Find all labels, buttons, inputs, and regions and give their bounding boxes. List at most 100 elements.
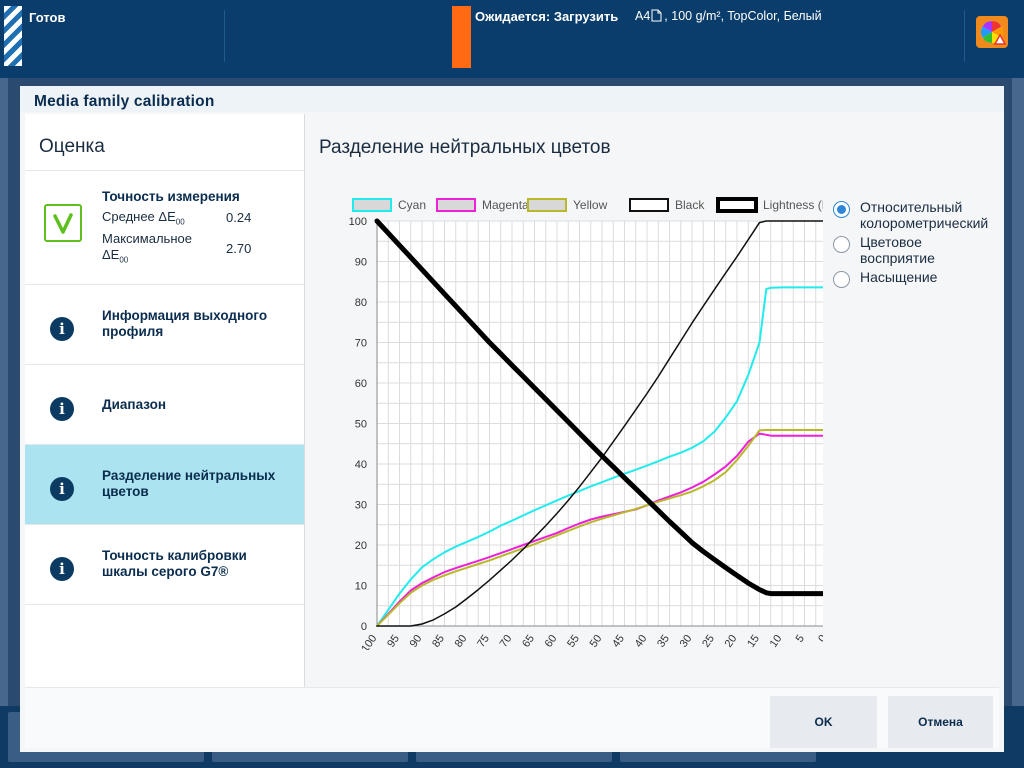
x-tick-label: 45 xyxy=(610,633,627,650)
job-color-marker xyxy=(452,6,471,68)
y-tick-label: 60 xyxy=(355,378,367,390)
cancel-button[interactable]: Отмена xyxy=(888,696,993,748)
ok-button[interactable]: OK xyxy=(770,696,877,748)
radio-button[interactable] xyxy=(833,236,850,253)
legend-swatch xyxy=(436,198,476,212)
topbar-divider xyxy=(224,10,225,62)
eval-item-label: Информация выходного профиля xyxy=(102,308,268,339)
metric-average-de: Среднее ΔE00 xyxy=(102,209,185,231)
x-tick-label: 80 xyxy=(453,633,470,650)
evaluation-panel: Оценка Точность измерения Среднее ΔE00 0… xyxy=(25,114,305,687)
radio-button-checked[interactable] xyxy=(833,201,850,218)
printer-status-icon xyxy=(4,6,22,66)
series-line xyxy=(376,220,828,627)
background-panel xyxy=(0,78,8,768)
info-icon: i xyxy=(50,317,74,341)
radio-label: Цветовое восприятие xyxy=(860,234,935,266)
metric-maximum-de: Максимальное ΔE00 xyxy=(102,231,212,269)
metric-subscript: 00 xyxy=(175,217,185,227)
paper-description: , 100 g/m², TopColor, Белый xyxy=(664,9,822,23)
x-tick-label: 55 xyxy=(565,633,582,650)
job-media-details: A4 , 100 g/m², TopColor, Белый xyxy=(635,9,822,23)
legend-label: Magenta xyxy=(482,198,529,212)
legend-label: Lightness (L) xyxy=(763,198,823,212)
info-icon: i xyxy=(50,397,74,421)
metric-name: Среднее ΔE xyxy=(102,209,176,224)
y-tick-label: 30 xyxy=(355,500,367,512)
metric-subscript: 00 xyxy=(119,255,129,265)
eval-item-label: Диапазон xyxy=(102,397,167,412)
legend-label: Cyan xyxy=(398,198,426,212)
y-tick-label: 80 xyxy=(355,297,367,309)
dialog-header: Media family calibration xyxy=(20,86,1004,112)
x-tick-label: 40 xyxy=(633,633,650,650)
y-tick-label: 90 xyxy=(355,257,367,269)
job-waiting-label: Ожидается: Загрузить xyxy=(475,9,619,24)
legend-swatch xyxy=(352,198,392,212)
eval-item-measurement-accuracy[interactable]: Точность измерения Среднее ΔE00 0.24 Мак… xyxy=(25,170,304,284)
x-tick-label: 75 xyxy=(475,633,492,650)
y-tick-label: 70 xyxy=(355,338,367,350)
series-line xyxy=(376,286,828,627)
legend-swatch xyxy=(527,198,567,212)
top-status-bar: Готов Ожидается: Загрузить A4 , 100 g/m²,… xyxy=(0,0,1024,78)
topbar-divider xyxy=(964,10,965,62)
legend-label: Yellow xyxy=(573,198,608,212)
x-tick-label: 5 xyxy=(794,633,807,645)
x-tick-label: 30 xyxy=(678,633,695,650)
neutral-separation-title: Разделение нейтральных цветов xyxy=(319,137,611,158)
eval-item-output-profile-info[interactable]: i Информация выходного профиля xyxy=(25,284,304,364)
x-tick-label: 15 xyxy=(745,633,762,650)
radio-label: Насыщение xyxy=(860,269,938,285)
eval-item-g7-gray-accuracy[interactable]: i Точность калибровки шкалы серого G7® xyxy=(25,524,304,605)
legend-swatch xyxy=(629,198,669,212)
y-tick-label: 10 xyxy=(355,581,367,593)
paper-sheet-icon xyxy=(651,9,662,22)
info-icon: i xyxy=(50,477,74,501)
radio-button[interactable] xyxy=(833,271,850,288)
y-tick-label: 20 xyxy=(355,540,367,552)
x-tick-label: 65 xyxy=(520,633,537,650)
series-line xyxy=(376,432,828,627)
background-panel xyxy=(1012,78,1024,768)
metric-average-value: 0.24 xyxy=(226,210,252,225)
radio-label: Относительный колорометрический xyxy=(860,199,989,231)
x-tick-label: 70 xyxy=(498,633,515,650)
x-tick-label: 100 xyxy=(359,633,379,650)
series-line xyxy=(376,429,828,627)
x-tick-label: 0 xyxy=(816,633,823,645)
metric-maximum-value: 2.70 xyxy=(226,241,252,256)
evaluation-title: Оценка xyxy=(39,136,105,157)
media-family-calibration-dialog: Media family calibration Оценка Точность… xyxy=(20,86,1004,752)
x-tick-label: 35 xyxy=(655,633,672,650)
eval-item-gamut[interactable]: i Диапазон xyxy=(25,364,304,444)
eval-item-label: Точность калибровки шкалы серого G7® xyxy=(102,548,247,579)
x-tick-label: 85 xyxy=(430,633,447,650)
neutral-separation-chart: 0 10 20 30 40 50 60 70 80 90 100 100 95 90 85 80 75 70 65 6… xyxy=(323,190,832,655)
y-tick-label: 50 xyxy=(355,419,367,431)
x-tick-label: 20 xyxy=(723,633,740,650)
y-tick-label: 0 xyxy=(361,621,367,633)
x-tick-label: 90 xyxy=(408,633,425,650)
printer-status-text: Готов xyxy=(29,10,66,25)
x-tick-label: 50 xyxy=(588,633,605,650)
color-wheel-warning-icon[interactable] xyxy=(976,16,1008,48)
eval-item-neutral-separation[interactable]: i Разделение нейтральных цветов xyxy=(25,444,304,524)
x-tick-label: 95 xyxy=(385,633,402,650)
metric-name: Максимальное ΔE xyxy=(102,231,192,262)
y-tick-label: 40 xyxy=(355,459,367,471)
legend-label: Black xyxy=(675,198,705,212)
eval-item-label: Разделение нейтральных цветов xyxy=(102,468,276,499)
x-tick-label: 10 xyxy=(768,633,785,650)
check-icon xyxy=(44,204,82,242)
y-tick-label: 100 xyxy=(349,216,367,228)
eval-item-label: Точность измерения xyxy=(102,189,240,204)
dialog-title: Media family calibration xyxy=(34,93,215,110)
paper-size: A4 xyxy=(635,9,651,23)
x-tick-label: 25 xyxy=(700,633,717,650)
x-tick-label: 60 xyxy=(543,633,560,650)
legend-swatch xyxy=(716,197,758,213)
info-icon: i xyxy=(50,557,74,581)
dialog-footer: OK Отмена xyxy=(25,687,999,748)
